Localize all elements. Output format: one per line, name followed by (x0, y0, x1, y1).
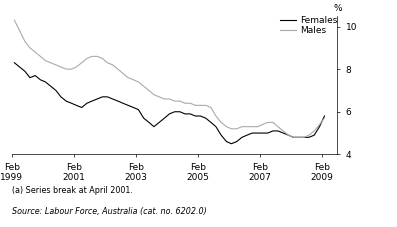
Females (121, 102, 125, 105)
Text: Source: Labour Force, Australia (cat. no. 6202.0): Source: Labour Force, Australia (cat. no… (12, 207, 207, 216)
Males (281, 130, 285, 132)
Text: %: % (333, 4, 342, 13)
Males (177, 100, 182, 102)
Females (198, 115, 203, 117)
Females (322, 115, 327, 117)
Females (286, 134, 291, 137)
Females (12, 61, 17, 64)
Males (121, 72, 125, 75)
Legend: Females, Males: Females, Males (280, 16, 337, 35)
Females (85, 102, 89, 105)
Females (177, 110, 182, 113)
Line: Males: Males (14, 20, 324, 137)
Females (229, 142, 234, 145)
Males (291, 136, 296, 139)
Text: (a) Series break at April 2001.: (a) Series break at April 2001. (12, 186, 133, 195)
Females (74, 104, 79, 107)
Males (322, 117, 327, 119)
Males (12, 19, 17, 22)
Line: Females: Females (14, 63, 324, 144)
Males (85, 57, 89, 60)
Males (198, 104, 203, 107)
Males (74, 66, 79, 68)
